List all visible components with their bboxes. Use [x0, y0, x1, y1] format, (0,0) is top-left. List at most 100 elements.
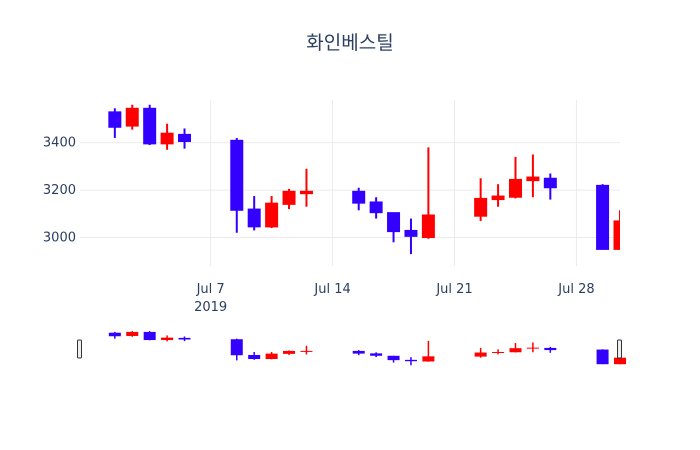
candle[interactable] — [421, 147, 435, 239]
candle[interactable] — [230, 137, 244, 233]
candle[interactable] — [125, 104, 139, 130]
candle-body — [143, 107, 157, 145]
slider-candle — [352, 350, 365, 356]
x-axis-ticks: Jul 7 2019 Jul 14 Jul 21 Jul 28 — [194, 282, 595, 315]
candle[interactable] — [352, 187, 366, 211]
slider-candle-body — [404, 359, 417, 362]
slider-candle — [143, 331, 156, 341]
x-tick-sublabel: 2019 — [194, 300, 227, 315]
candle[interactable] — [108, 108, 122, 138]
candle[interactable] — [491, 184, 505, 207]
candle-body — [247, 208, 261, 228]
candle[interactable] — [265, 196, 279, 229]
candle[interactable] — [247, 196, 261, 231]
candle[interactable] — [526, 154, 540, 198]
slider-candle-body — [387, 355, 400, 361]
slider-candle-body — [422, 356, 435, 362]
slider-candle — [422, 340, 435, 362]
slider-candle — [248, 351, 261, 360]
candle-body — [352, 190, 366, 204]
slider-candle-body — [143, 331, 156, 341]
slider-candle-body — [614, 357, 626, 365]
slider-candle — [178, 336, 191, 342]
slider-candle — [492, 349, 505, 355]
candle-body — [421, 214, 435, 239]
candle-body — [299, 190, 313, 195]
slider-candle-body — [492, 351, 505, 353]
slider-candle-body — [178, 337, 191, 340]
candles[interactable] — [108, 104, 626, 255]
candle-body — [178, 133, 192, 142]
candle-body — [369, 201, 383, 214]
candle[interactable] — [404, 218, 418, 255]
x-tick-label: Jul 14 — [313, 282, 350, 297]
slider-candle — [283, 350, 296, 355]
candle-body — [230, 139, 244, 211]
range-slider[interactable] — [77, 330, 627, 368]
x-tick-label: Jul 21 — [435, 282, 472, 297]
slider-candle — [265, 351, 278, 360]
candle-body — [108, 111, 122, 128]
slider-candle-body — [300, 350, 313, 352]
slider-candle — [230, 338, 243, 361]
slider-candle — [108, 331, 121, 339]
slider-candle-body — [126, 331, 139, 336]
candle-body — [508, 178, 522, 198]
slider-candle — [526, 342, 539, 353]
candle[interactable] — [178, 128, 192, 149]
candle-body — [282, 190, 296, 205]
candle-body — [474, 197, 488, 217]
slider-candle — [161, 335, 174, 342]
candle-body — [387, 212, 401, 233]
candle[interactable] — [387, 212, 401, 243]
candle-body — [613, 220, 620, 250]
candle[interactable] — [613, 210, 626, 250]
slider-candle-body — [544, 347, 557, 351]
slider-candle — [596, 349, 609, 365]
range-slider-background — [80, 330, 620, 368]
x-tick-label: Jul 28 — [557, 282, 594, 297]
slider-candle-body — [596, 349, 609, 365]
slider-candle-body — [161, 337, 174, 341]
range-slider-right-handle[interactable] — [617, 339, 622, 359]
range-slider-left-handle[interactable] — [77, 339, 82, 359]
candle[interactable] — [474, 178, 488, 221]
candle[interactable] — [160, 123, 174, 150]
candle-body — [404, 229, 418, 237]
x-tick-label: Jul 7 — [196, 282, 225, 297]
candle-body — [160, 132, 174, 145]
candle[interactable] — [299, 168, 313, 207]
y-tick-label: 3000 — [43, 231, 76, 246]
slider-candle-body — [248, 354, 261, 360]
slider-candle — [370, 352, 383, 358]
candle[interactable] — [596, 184, 610, 250]
slider-candle — [126, 331, 139, 337]
slider-candle-body — [283, 350, 296, 354]
slider-candle-body — [526, 347, 539, 349]
candle-body — [491, 195, 505, 201]
candle[interactable] — [282, 188, 296, 210]
slider-candle-body — [265, 353, 278, 360]
slider-candle — [404, 357, 417, 366]
slider-candle-body — [352, 350, 365, 354]
slider-candle-body — [230, 339, 243, 356]
candle[interactable] — [143, 104, 157, 146]
candle[interactable] — [508, 156, 522, 199]
candle[interactable] — [369, 197, 383, 219]
y-axis-ticks: 3000 3200 3400 — [43, 136, 76, 246]
slider-candle-body — [108, 332, 121, 337]
slider-candle — [300, 345, 313, 355]
candle-body — [596, 184, 610, 250]
candle-body — [526, 176, 540, 182]
slider-candle — [474, 347, 487, 358]
slider-candle — [509, 343, 522, 353]
slider-candle — [387, 355, 400, 363]
candle-body — [265, 202, 279, 228]
y-tick-label: 3200 — [43, 183, 76, 198]
chart-title: 화인베스틸 — [306, 32, 394, 54]
candle[interactable] — [543, 173, 557, 200]
slider-candle — [544, 346, 557, 353]
candle-body — [125, 107, 139, 127]
candle-body — [543, 177, 557, 189]
